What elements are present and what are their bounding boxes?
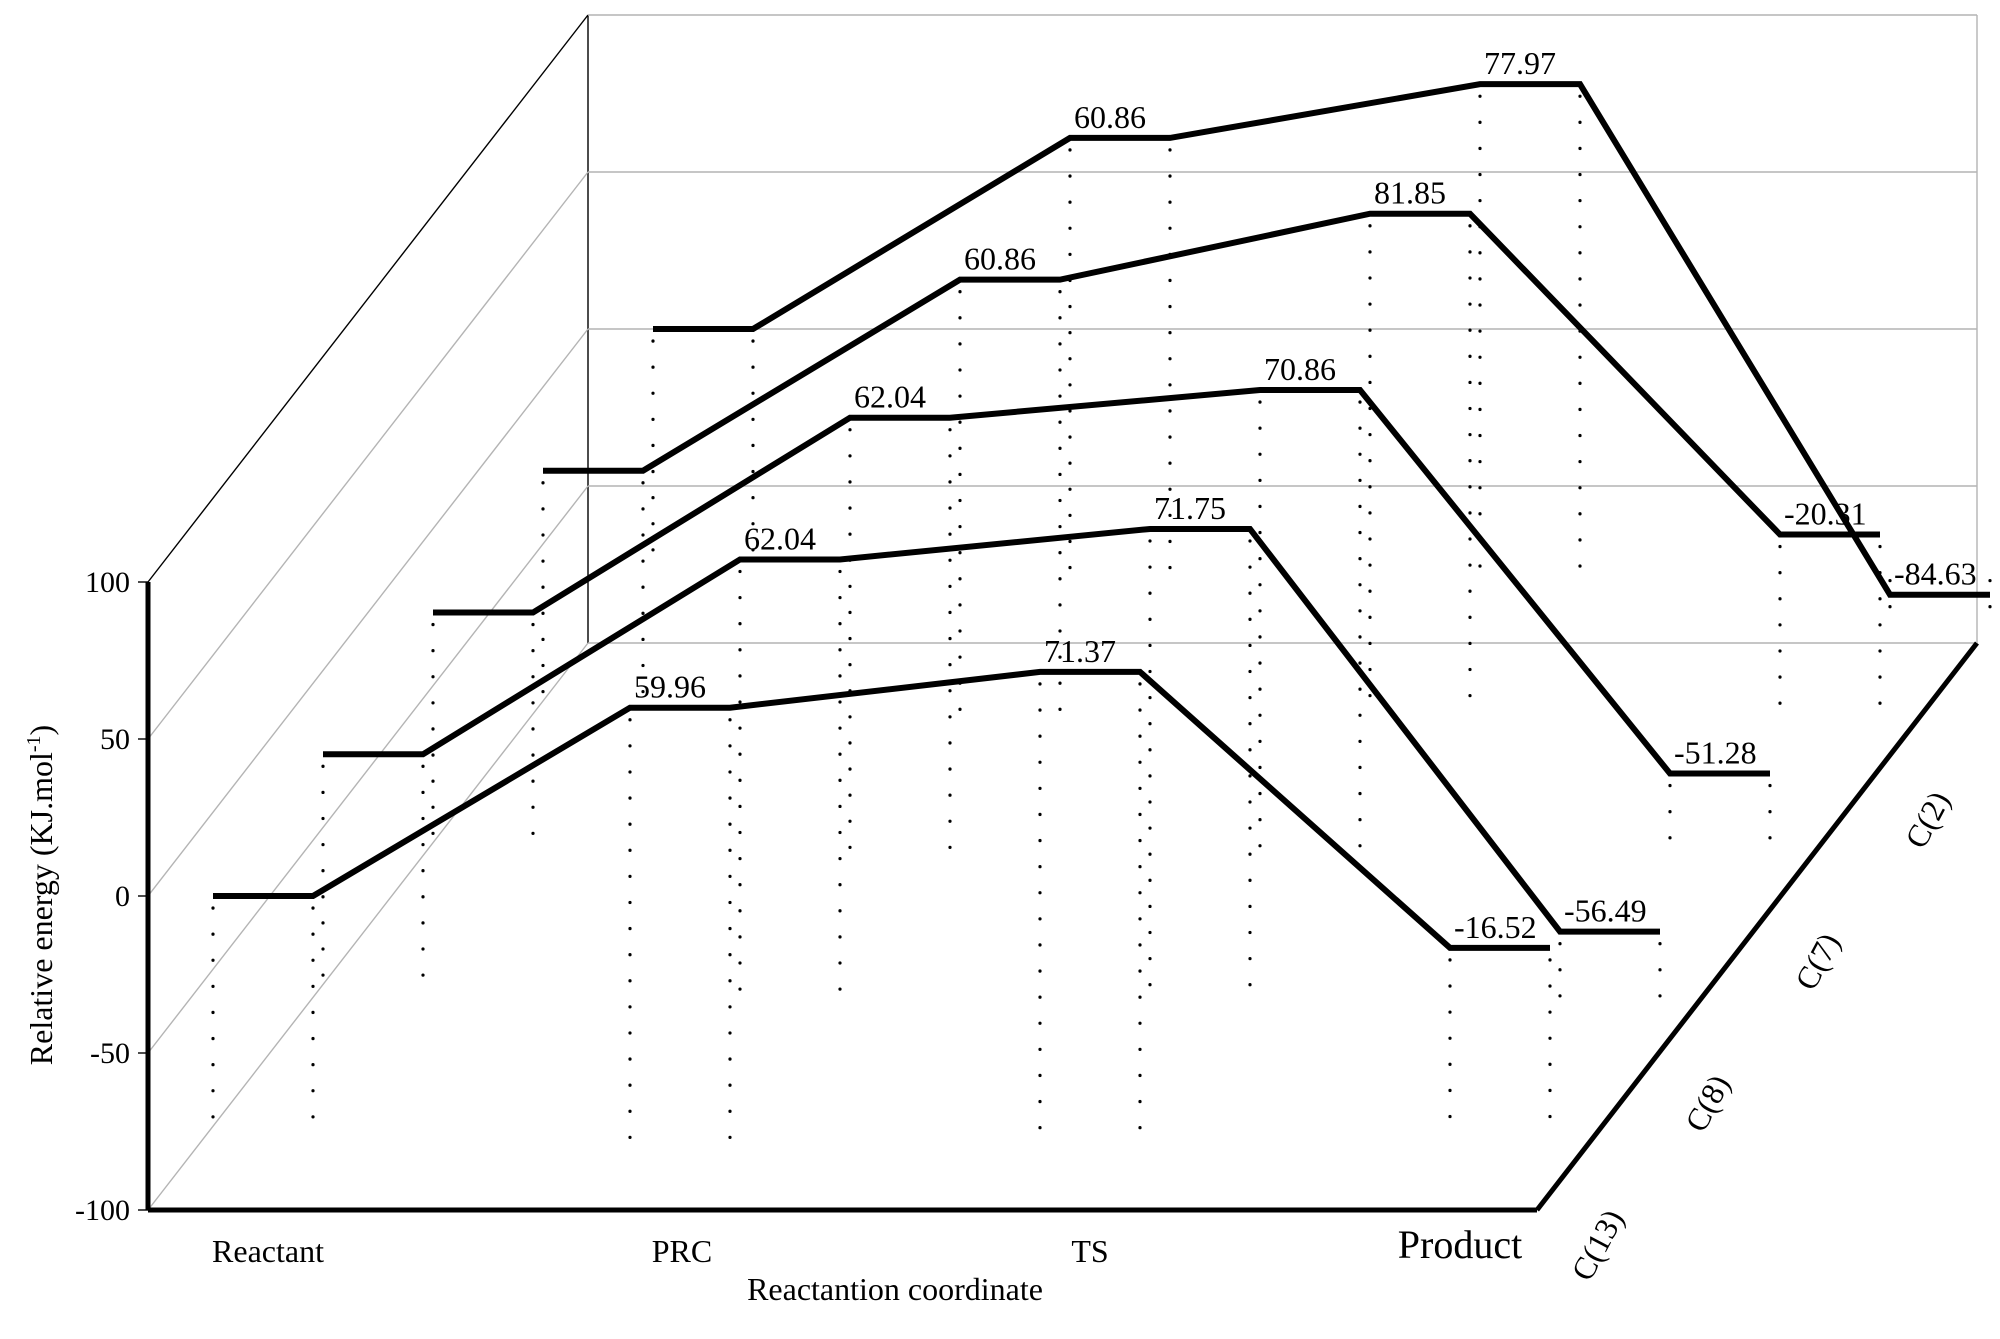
x-axis-title: Reactantion coordinate	[747, 1271, 1043, 1307]
y-axis: 100 50 0 -50 -100	[75, 566, 1537, 1227]
y-tick-label: 0	[115, 880, 130, 913]
value-label: 62.04	[854, 379, 926, 415]
y-tick-label: -100	[75, 1194, 130, 1227]
value-labels: 60.86 77.97 -84.63 60.86 81.85 -20.31 62.04 70.…	[634, 45, 1977, 945]
value-label: 77.97	[1484, 45, 1556, 81]
value-label: 60.86	[964, 241, 1036, 277]
drop-lines	[211, 94, 1992, 1143]
y-title-close: )	[23, 725, 59, 736]
value-label: 71.75	[1154, 490, 1226, 526]
value-label: -84.63	[1894, 556, 1977, 592]
y-tick-label: -50	[90, 1037, 130, 1070]
y-title-sup: -1	[23, 735, 45, 752]
energy-profile-c8	[323, 525, 1660, 935]
value-label: 62.04	[744, 520, 816, 556]
series-name-label: C(7)	[1788, 927, 1847, 996]
y-tick-label: 100	[85, 566, 130, 599]
x-category-label: Reactant	[212, 1233, 324, 1269]
energy-profile-o1	[653, 81, 1990, 598]
back-wall-gridlines	[147, 171, 1977, 1054]
x-axis-categories: Reactant PRC TS Product	[212, 1222, 1522, 1269]
x-category-label: TS	[1071, 1233, 1108, 1269]
y-title-main: Relative energy (KJ.mol	[23, 752, 59, 1065]
value-label: -20.31	[1784, 496, 1867, 532]
value-label: 59.96	[634, 669, 706, 705]
frame-edge	[147, 642, 589, 1211]
y-tick-label: 50	[100, 723, 130, 756]
x-category-label: PRC	[652, 1233, 712, 1269]
frame-edge	[147, 14, 589, 583]
series-axis-labels: O(1)C(2)C(7)C(8)C(13)	[1564, 785, 1957, 1286]
value-label: 81.85	[1374, 175, 1446, 211]
value-label: -16.52	[1454, 909, 1537, 945]
energy-profile-c13	[213, 668, 1550, 951]
y-axis-title: Relative energy (KJ.mol-1)	[23, 725, 59, 1065]
series-name-label: C(2)	[1898, 785, 1957, 854]
series-name-label: C(13)	[1564, 1203, 1631, 1286]
gridline	[147, 171, 589, 740]
value-label: 70.86	[1264, 351, 1336, 387]
chart-frame	[147, 14, 1979, 1212]
value-label: 71.37	[1044, 633, 1116, 669]
gridline	[147, 485, 589, 1054]
gridline	[147, 328, 589, 897]
depth-axis	[1535, 641, 1979, 1212]
value-label: -51.28	[1674, 735, 1757, 771]
value-label: 60.86	[1074, 99, 1146, 135]
series-name-label: C(8)	[1678, 1069, 1737, 1138]
energy-profile-c2	[543, 210, 1880, 538]
energy-profiles	[213, 81, 1990, 951]
energy-profile-c7	[433, 386, 1770, 777]
value-label: -56.49	[1564, 893, 1647, 929]
x-category-label: Product	[1398, 1222, 1522, 1267]
